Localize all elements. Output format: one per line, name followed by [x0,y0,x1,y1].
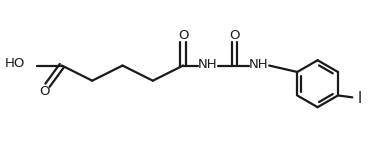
Text: I: I [358,91,362,106]
Text: HO: HO [5,57,25,70]
Text: O: O [178,29,188,42]
Text: O: O [39,85,50,98]
Text: O: O [229,29,240,42]
Text: NH: NH [198,57,218,70]
Text: NH: NH [249,57,269,70]
